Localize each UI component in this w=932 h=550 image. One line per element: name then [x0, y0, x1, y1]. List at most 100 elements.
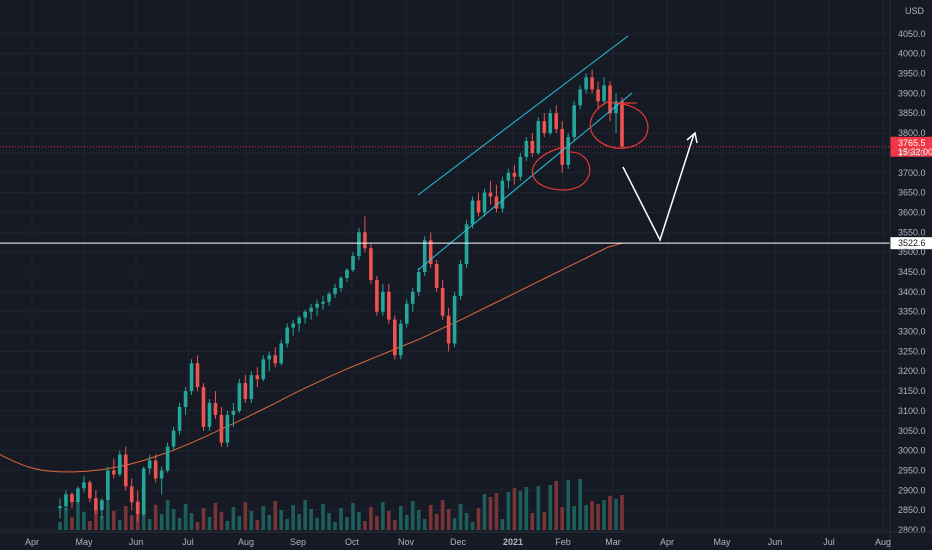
- volume-bar: [375, 516, 379, 530]
- volume-bar: [88, 521, 92, 530]
- volume-bar: [243, 502, 248, 530]
- time-tick-label: Jul: [823, 537, 835, 547]
- channel-lower-line: [417, 92, 633, 271]
- candle-body: [195, 363, 200, 388]
- candle-body: [363, 232, 367, 249]
- volume-bar: [231, 507, 236, 530]
- time-axis[interactable]: Apr May Jun Jul Aug Sep Oct Nov Dec 2021 Feb Mar Apr…: [0, 531, 932, 547]
- candle-body: [291, 323, 295, 328]
- volume-bar: [315, 518, 319, 530]
- candle-body: [159, 470, 164, 479]
- countdown-label: 15:32:00: [898, 147, 932, 157]
- volume-bar: [219, 512, 224, 530]
- candle-body: [416, 272, 421, 292]
- volume-bar: [524, 487, 529, 530]
- candle-body: [500, 180, 505, 209]
- candle-body: [100, 500, 104, 511]
- time-tick-label: Aug: [875, 537, 891, 547]
- candle-body: [279, 343, 284, 364]
- volume-bar: [476, 508, 481, 530]
- time-tick-label: Jun: [129, 537, 144, 547]
- candle-body: [135, 502, 140, 515]
- time-tick-label: 2021: [503, 537, 523, 547]
- volume-bar: [512, 488, 517, 530]
- support-level-label: 3522.6: [898, 238, 926, 248]
- volume-bar: [560, 507, 565, 530]
- volume-bar: [165, 500, 170, 530]
- volume-bar: [225, 521, 230, 530]
- volume-bar: [345, 517, 349, 530]
- price-tick-label: 3800.0: [898, 128, 926, 138]
- candle-body: [333, 287, 337, 294]
- volume-bar: [488, 497, 493, 530]
- volume-bar: [147, 519, 152, 530]
- channel-upper-line: [417, 35, 629, 196]
- candle-body: [237, 383, 242, 411]
- time-tick-label: Jun: [768, 537, 783, 547]
- volume-bar: [572, 506, 576, 530]
- annotations: [417, 35, 698, 271]
- price-tick-label: 3250.0: [898, 346, 926, 356]
- volume-bar: [189, 513, 194, 530]
- candle-body: [106, 470, 110, 501]
- volume-bar: [64, 508, 68, 530]
- time-tick-label: Dec: [450, 537, 467, 547]
- price-tick-label: 2800.0: [898, 525, 926, 535]
- candle-body: [387, 291, 391, 320]
- candle-body: [476, 200, 481, 213]
- volume-bar: [291, 505, 295, 530]
- volume-bar: [117, 520, 122, 530]
- volume-bar: [434, 514, 439, 530]
- candle-body: [410, 291, 415, 304]
- volume-bar: [542, 512, 547, 530]
- price-tick-label: 3050.0: [898, 426, 926, 436]
- highlight-circle-left: [531, 147, 591, 191]
- volume-bar: [309, 509, 313, 530]
- candle-body: [321, 301, 325, 304]
- candle-body: [58, 506, 62, 509]
- candle-body: [357, 232, 361, 257]
- candle-body: [153, 460, 158, 479]
- candle-body: [165, 446, 170, 471]
- candle-body: [243, 383, 248, 400]
- volume-bar: [590, 501, 594, 530]
- candle-body: [440, 287, 445, 316]
- candle-body: [512, 172, 517, 177]
- volume-bar: [548, 485, 553, 530]
- candlesticks: [58, 69, 624, 523]
- volume-bar: [153, 505, 158, 530]
- volume-bar: [596, 504, 600, 530]
- price-tick-label: 3600.0: [898, 207, 926, 217]
- volume-bar: [177, 518, 182, 530]
- candle-body: [261, 359, 266, 380]
- price-tick-label: 3200.0: [898, 366, 926, 376]
- candle-body: [70, 494, 74, 503]
- candle-body: [315, 303, 319, 308]
- candle-body: [273, 355, 278, 364]
- volume-bar: [183, 504, 188, 530]
- candle-body: [82, 482, 86, 489]
- candle-body: [183, 391, 188, 407]
- time-tick-label: May: [713, 537, 731, 547]
- volume-bar: [267, 515, 272, 530]
- candle-body: [327, 293, 331, 302]
- candle-body: [207, 402, 212, 427]
- volume-bar: [446, 509, 451, 530]
- price-axis[interactable]: 2800.0 2850.0 2900.0 2950.0 3000.0 3050.0 3100…: [889, 0, 926, 550]
- price-tick-label: 4000.0: [898, 49, 926, 59]
- candle-body: [458, 264, 463, 296]
- price-tick-label: 3750.0: [898, 148, 926, 158]
- volume-bar: [273, 501, 278, 530]
- volume-bar: [321, 504, 325, 530]
- volume-bar: [422, 519, 427, 530]
- candle-body: [548, 113, 553, 134]
- candle-body: [189, 363, 194, 392]
- volume-bar: [339, 508, 343, 530]
- volume-bars: [58, 479, 624, 530]
- projection-arrowhead: [686, 131, 698, 144]
- candle-body: [494, 196, 499, 209]
- volume-bar: [470, 522, 475, 530]
- candle-body: [249, 375, 254, 400]
- candle-body: [225, 414, 230, 443]
